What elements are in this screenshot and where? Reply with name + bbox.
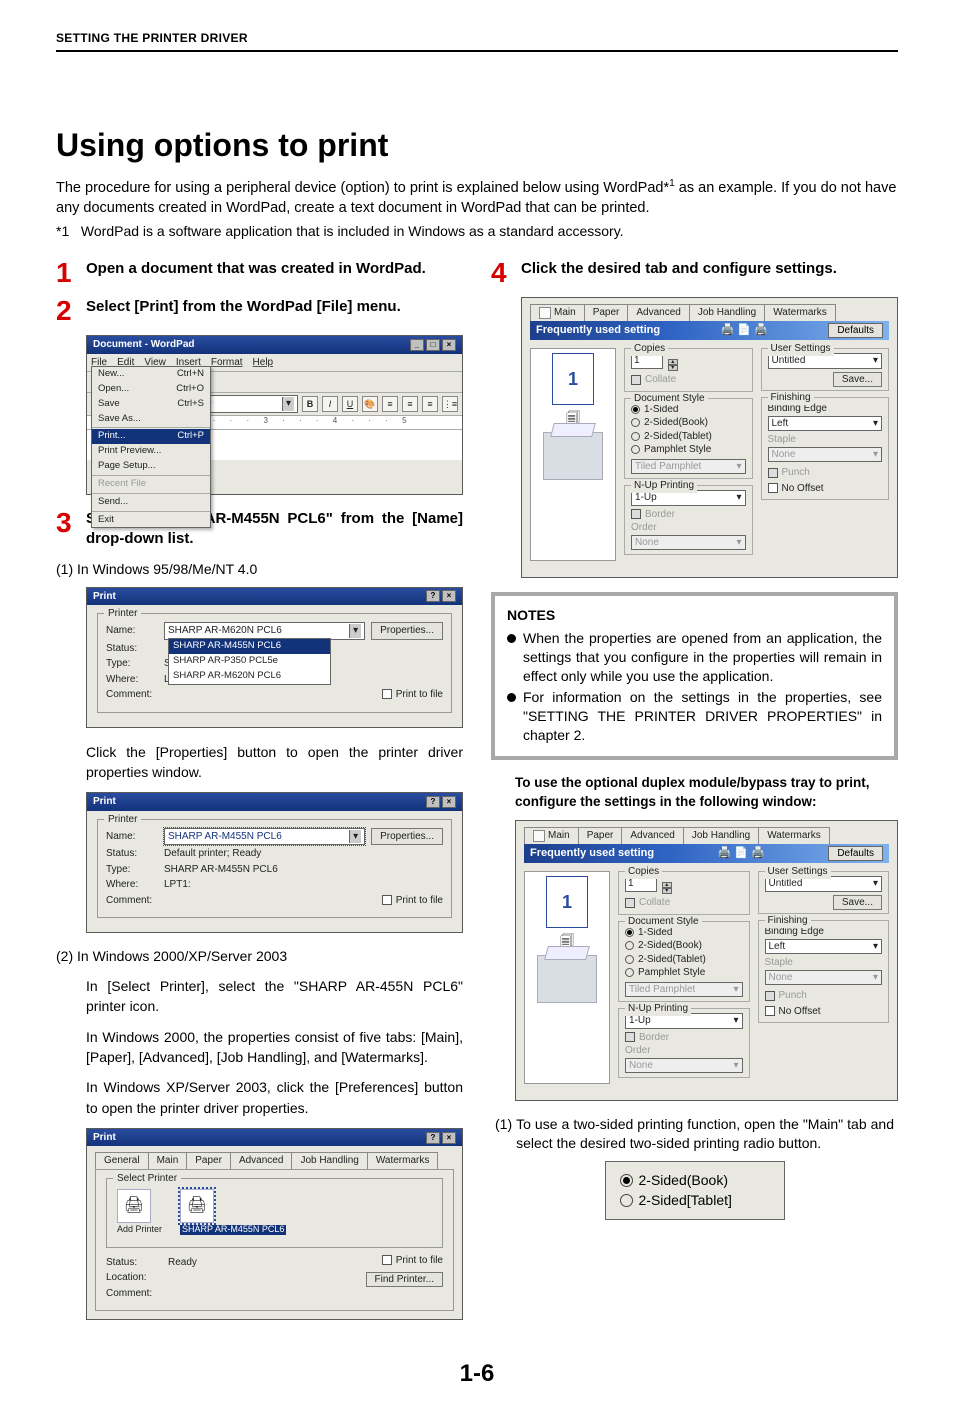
print-to-file-checkbox[interactable] [382, 895, 392, 905]
color-icon[interactable]: 🎨 [362, 396, 378, 412]
close-icon[interactable]: × [442, 796, 456, 808]
page-number: 1-6 [56, 1358, 898, 1390]
step-number-2: 2 [56, 297, 78, 325]
wordpad-window: Document - WordPad _ □ × File Edit View … [86, 335, 463, 495]
help-icon[interactable]: ? [426, 590, 440, 602]
step-number-3: 3 [56, 509, 78, 537]
page-title: Using options to print [56, 124, 898, 167]
props-panel-2: Main Paper Advanced Job Handling Waterma… [515, 820, 898, 1101]
footnote: *1 WordPad is a software application tha… [56, 222, 898, 241]
order-select: None▾ [631, 535, 746, 551]
help-icon[interactable]: ? [426, 796, 440, 808]
print-to-file-checkbox[interactable] [382, 689, 392, 699]
align-center-icon[interactable]: ≡ [402, 396, 418, 412]
menu-print-selected[interactable]: Print...Ctrl+P [92, 429, 210, 444]
left-column: 1 Open a document that was created in Wo… [56, 259, 463, 1334]
staple-select: None▾ [768, 447, 883, 463]
tiled-select: Tiled Pamphlet▾ [625, 982, 743, 998]
substep-3-2: (2) In Windows 2000/XP/Server 2003 [56, 947, 463, 966]
close-icon[interactable]: × [442, 590, 456, 602]
radio-2sided-tablet[interactable] [620, 1194, 633, 1207]
step-number-4: 4 [491, 259, 513, 287]
duplex-intro: To use the optional duplex module/bypass… [515, 774, 898, 812]
print-dialog-1: Print ? × Printer Name: SHARP AR-M620N P… [86, 587, 463, 728]
body-3-2b: In Windows 2000, the properties consist … [86, 1027, 463, 1068]
selected-printer-icon[interactable]: 🖨 [180, 1189, 214, 1223]
print-tabs[interactable]: General Main Paper Advanced Job Handling… [87, 1146, 462, 1169]
print-dialog-2: Print ? × Printer Name: SHARP AR-M455N P… [86, 792, 463, 933]
file-menu[interactable]: New...Ctrl+N Open...Ctrl+O SaveCtrl+S Sa… [91, 366, 211, 528]
tiled-select: Tiled Pamphlet▾ [631, 459, 746, 475]
defaults-button[interactable]: Defaults [828, 323, 883, 339]
save-button[interactable]: Save... [833, 895, 882, 910]
print-dialog-3: Print ? × General Main Paper Advanced Jo… [86, 1128, 463, 1320]
step-number-1: 1 [56, 259, 78, 287]
wordpad-title: Document - WordPad [93, 338, 194, 352]
radio-2sided-book[interactable] [620, 1174, 633, 1187]
minimize-icon[interactable]: _ [410, 339, 424, 351]
radio-pair-box: 2-Sided(Book) 2-Sided[Tablet] [605, 1161, 785, 1220]
defaults-button[interactable]: Defaults [828, 846, 883, 862]
properties-button[interactable]: Properties... [371, 622, 443, 640]
printer-name-dropdown[interactable]: SHARP AR-M455N PCL6▾ [164, 828, 365, 846]
align-left-icon[interactable]: ≡ [382, 396, 398, 412]
italic-icon[interactable]: I [322, 396, 338, 412]
bullets-icon[interactable]: ⋮≡ [442, 396, 458, 412]
props-tabs[interactable]: Main Paper Advanced Job Handling Waterma… [522, 298, 897, 321]
note-2: For information on the settings in the p… [507, 688, 882, 745]
body-3-2c: In Windows XP/Server 2003, click the [Pr… [86, 1077, 463, 1118]
binding-select[interactable]: Left▾ [765, 939, 883, 955]
underline-icon[interactable]: U [342, 396, 358, 412]
save-button[interactable]: Save... [833, 372, 882, 387]
printer-dropdown-list[interactable]: SHARP AR-M455N PCL6 SHARP AR-P350 PCL5e … [168, 638, 331, 684]
help-icon[interactable]: ? [426, 1132, 440, 1144]
print-to-file-checkbox[interactable] [382, 1255, 392, 1265]
duplex-step: (1) To use a two-sided printing function… [495, 1115, 894, 1153]
body-3-1: Click the [Properties] button to open th… [86, 742, 463, 783]
align-right-icon[interactable]: ≡ [422, 396, 438, 412]
printer-illustration: 1 🗐 [524, 871, 610, 1084]
find-printer-button[interactable]: Find Printer... [366, 1272, 443, 1287]
binding-select[interactable]: Left▾ [768, 416, 883, 432]
add-printer-icon[interactable]: 🖨 [117, 1189, 151, 1223]
body-3-2a: In [Select Printer], select the "SHARP A… [86, 976, 463, 1017]
note-1: When the properties are opened from an a… [507, 629, 882, 686]
properties-button[interactable]: Properties... [371, 828, 443, 846]
props-panel-1: Main Paper Advanced Job Handling Waterma… [521, 297, 898, 578]
notes-box: NOTES When the properties are opened fro… [491, 592, 898, 760]
step-text-1: Open a document that was created in Word… [86, 259, 463, 279]
step-text-4: Click the desired tab and configure sett… [521, 259, 898, 279]
step-text-2: Select [Print] from the WordPad [File] m… [86, 297, 463, 317]
staple-select: None▾ [765, 970, 883, 986]
printer-illustration: 1 🗐 [530, 348, 616, 561]
bold-icon[interactable]: B [302, 396, 318, 412]
maximize-icon[interactable]: □ [426, 339, 440, 351]
printer-name-dropdown[interactable]: SHARP AR-M620N PCL6▾ [164, 622, 365, 640]
props-tabs[interactable]: Main Paper Advanced Job Handling Waterma… [516, 821, 897, 844]
order-select: None▾ [625, 1058, 743, 1074]
close-icon[interactable]: × [442, 339, 456, 351]
fontsize-dropdown[interactable]: 10▾ [197, 395, 299, 413]
intro-text: The procedure for using a peripheral dev… [56, 177, 898, 218]
substep-3-1: (1) In Windows 95/98/Me/NT 4.0 [56, 560, 463, 579]
close-icon[interactable]: × [442, 1132, 456, 1144]
right-column: 4 Click the desired tab and configure se… [491, 259, 898, 1334]
section-header: SETTING THE PRINTER DRIVER [56, 30, 898, 52]
